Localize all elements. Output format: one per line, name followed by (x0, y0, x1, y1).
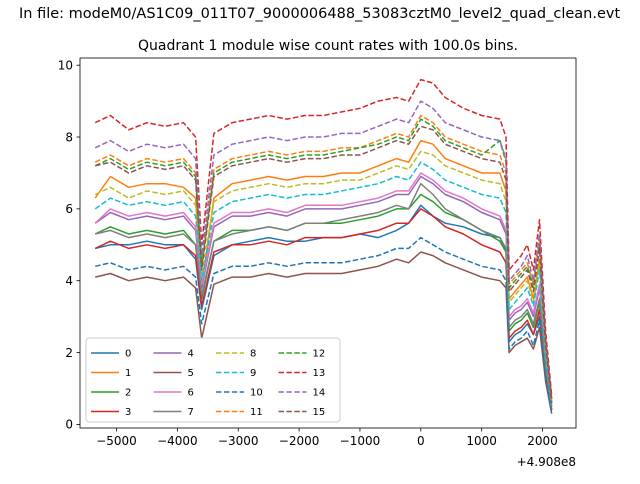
series-line-2 (94, 193, 553, 411)
legend-label: 8 (250, 349, 256, 360)
x-tick-label: −1000 (340, 434, 381, 448)
x-axis-offset-label: +4.908e8 (517, 455, 576, 469)
legend-label: 3 (125, 407, 131, 418)
legend-label: 13 (313, 368, 326, 379)
y-tick-label: 8 (65, 130, 73, 144)
series-line-13 (94, 78, 553, 396)
legend-label: 2 (125, 388, 131, 399)
y-tick-label: 2 (65, 346, 73, 360)
legend-frame (85, 337, 341, 423)
suptitle-text: In file: modeM0/AS1C09_011T07_9000006488… (19, 6, 621, 22)
x-tick-label: −4000 (157, 434, 198, 448)
series-lines (94, 78, 553, 414)
series-line-8 (94, 150, 553, 403)
x-axis: −5000 −4000 −3000 −2000 −1000 0 1000 2000 (96, 428, 558, 448)
y-tick-label: 6 (65, 202, 73, 216)
legend-label: 14 (313, 388, 326, 399)
x-tick-label: −3000 (218, 434, 259, 448)
y-tick-label: 10 (58, 58, 73, 72)
legend-label: 6 (188, 388, 194, 399)
x-tick-label: 0 (417, 434, 425, 448)
series-line-12 (94, 118, 553, 400)
x-tick-label: −2000 (279, 434, 320, 448)
series-line-14 (94, 100, 553, 400)
series-line-10 (95, 236, 553, 414)
series-line-1 (94, 139, 553, 403)
legend-label: 7 (188, 407, 194, 418)
figure-suptitle: In file: modeM0/AS1C09_011T07_9000006488… (0, 6, 640, 22)
legend-label: 9 (250, 368, 256, 379)
series-line-3 (94, 208, 553, 411)
series-line-0 (95, 204, 553, 411)
y-tick-label: 0 (65, 418, 73, 432)
series-line-9 (94, 161, 553, 407)
legend-label: 4 (188, 349, 194, 360)
chart-title: Quadrant 1 module wise count rates with … (138, 38, 518, 54)
y-axis: 0 2 4 6 8 10 (58, 58, 80, 432)
series-line-5 (95, 251, 553, 414)
x-tick-label: −5000 (96, 434, 137, 448)
legend-label: 15 (313, 407, 326, 418)
axes-frame (79, 57, 577, 429)
legend-label: 1 (125, 368, 131, 379)
x-tick-label: 2000 (527, 434, 558, 448)
series-line-15 (95, 125, 553, 403)
legend-label: 10 (250, 388, 263, 399)
y-tick-label: 4 (65, 274, 73, 288)
series-line-6 (94, 172, 553, 407)
series-line-7 (95, 182, 553, 411)
legend-label: 0 (125, 349, 131, 360)
legend-label: 12 (313, 349, 326, 360)
series-line-11 (94, 114, 553, 400)
legend-label: 5 (188, 368, 194, 379)
x-tick-label: 1000 (466, 434, 497, 448)
legend-label: 11 (250, 407, 263, 418)
series-line-4 (94, 175, 553, 407)
